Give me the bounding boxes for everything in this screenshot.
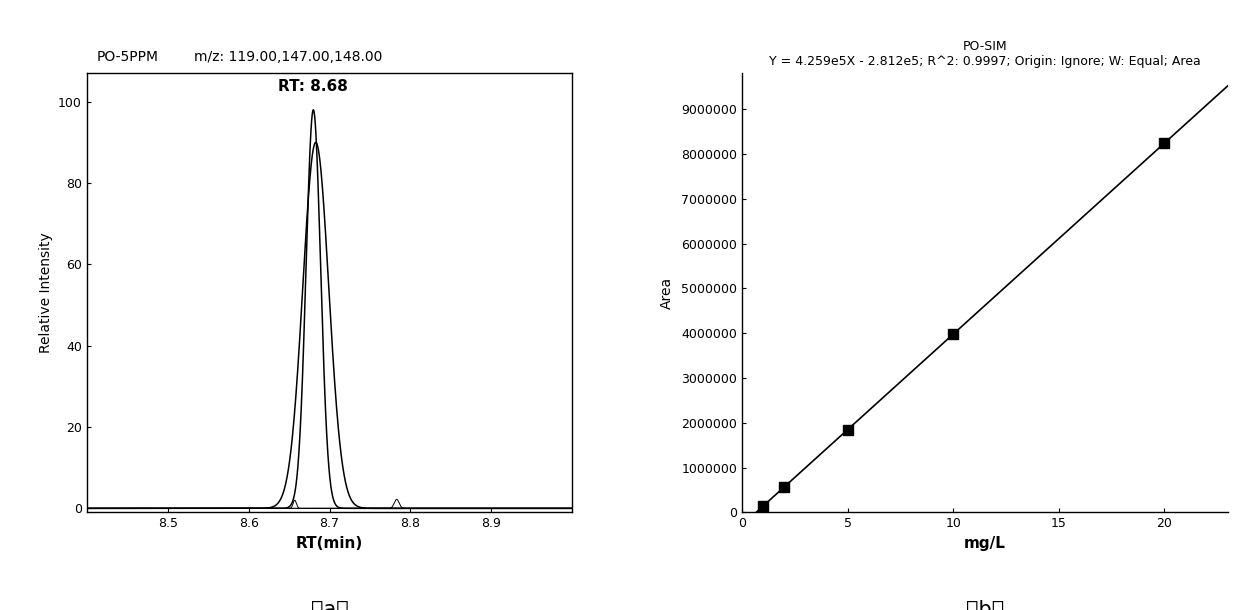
Text: RT: 8.68: RT: 8.68 [279,79,348,93]
X-axis label: mg/L: mg/L [963,536,1006,551]
Text: m/z: 119.00,147.00,148.00: m/z: 119.00,147.00,148.00 [193,51,382,65]
Point [775,482,795,492]
X-axis label: RT(min): RT(min) [296,536,363,551]
Point [1154,138,1174,148]
Text: PO-5PPM: PO-5PPM [97,51,159,65]
Y-axis label: Area: Area [661,277,675,309]
Y-axis label: Relative Intensity: Relative Intensity [38,232,52,353]
Text: （a）: （a） [311,600,348,610]
Text: （b）: （b） [966,600,1004,610]
Point [754,501,774,511]
Point [944,329,963,339]
Title: PO-SIM
Y = 4.259e5X - 2.812e5; R^2: 0.9997; Origin: Ignore; W: Equal; Area: PO-SIM Y = 4.259e5X - 2.812e5; R^2: 0.99… [769,40,1200,68]
Point [838,425,858,434]
